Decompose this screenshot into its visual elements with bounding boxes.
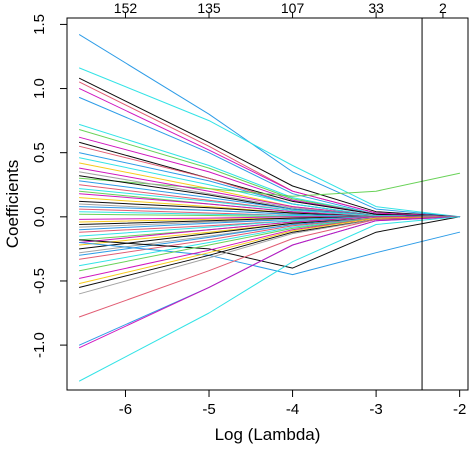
coefficient-path-2 bbox=[79, 77, 461, 218]
coefficient-path-4 bbox=[79, 88, 461, 218]
y-tick-label-0: -1.0 bbox=[31, 332, 48, 358]
coefficient-path-6 bbox=[79, 124, 461, 218]
y-tick-label-1: -0.5 bbox=[31, 268, 48, 294]
x-tick-label-3: -3 bbox=[369, 401, 382, 418]
plot-frame bbox=[66, 17, 469, 391]
x-axis-label: Log (Lambda) bbox=[215, 425, 321, 444]
coefficient-path-55 bbox=[79, 216, 461, 382]
y-tick-label-4: 1.0 bbox=[31, 78, 48, 99]
coefficient-path-52 bbox=[79, 216, 461, 318]
coefficient-path-38 bbox=[79, 216, 461, 243]
y-tick-label-3: 0.5 bbox=[31, 142, 48, 163]
top-tick-label-4: 2 bbox=[439, 0, 447, 16]
coefficient-path-49 bbox=[79, 216, 461, 284]
coefficient-path-44 bbox=[79, 231, 461, 276]
series-layer bbox=[79, 34, 461, 382]
x-tick-label-4: -2 bbox=[453, 401, 466, 418]
y-tick-label-2: 0.0 bbox=[31, 206, 48, 227]
coefficient-path-53 bbox=[79, 216, 461, 346]
x-tick-label-0: -6 bbox=[119, 401, 132, 418]
top-tick-label-2: 107 bbox=[281, 0, 305, 16]
top-tick-label-1: 135 bbox=[197, 0, 221, 16]
coefficient-path-14 bbox=[79, 172, 461, 197]
axes-layer: -6 -5 -4 -3 -2 -1.0 -0.5 0.0 0.5 1.0 1.5 152 135 107 3… bbox=[31, 0, 466, 418]
coefficient-path-1 bbox=[79, 67, 461, 218]
top-tick-label-0: 152 bbox=[114, 0, 138, 16]
x-tick-label-1: -5 bbox=[202, 401, 215, 418]
coefficient-path-54 bbox=[79, 216, 461, 349]
coefficient-path-45 bbox=[79, 216, 461, 269]
x-tick-label-2: -4 bbox=[286, 401, 299, 418]
coefficient-path-20 bbox=[79, 188, 461, 218]
y-axis-label: Coefficients bbox=[3, 160, 22, 249]
coefficient-path-0 bbox=[79, 34, 461, 218]
y-tick-label-5: 1.5 bbox=[31, 14, 48, 35]
coefficient-path-9 bbox=[79, 141, 461, 218]
top-tick-label-3: 33 bbox=[368, 0, 384, 16]
